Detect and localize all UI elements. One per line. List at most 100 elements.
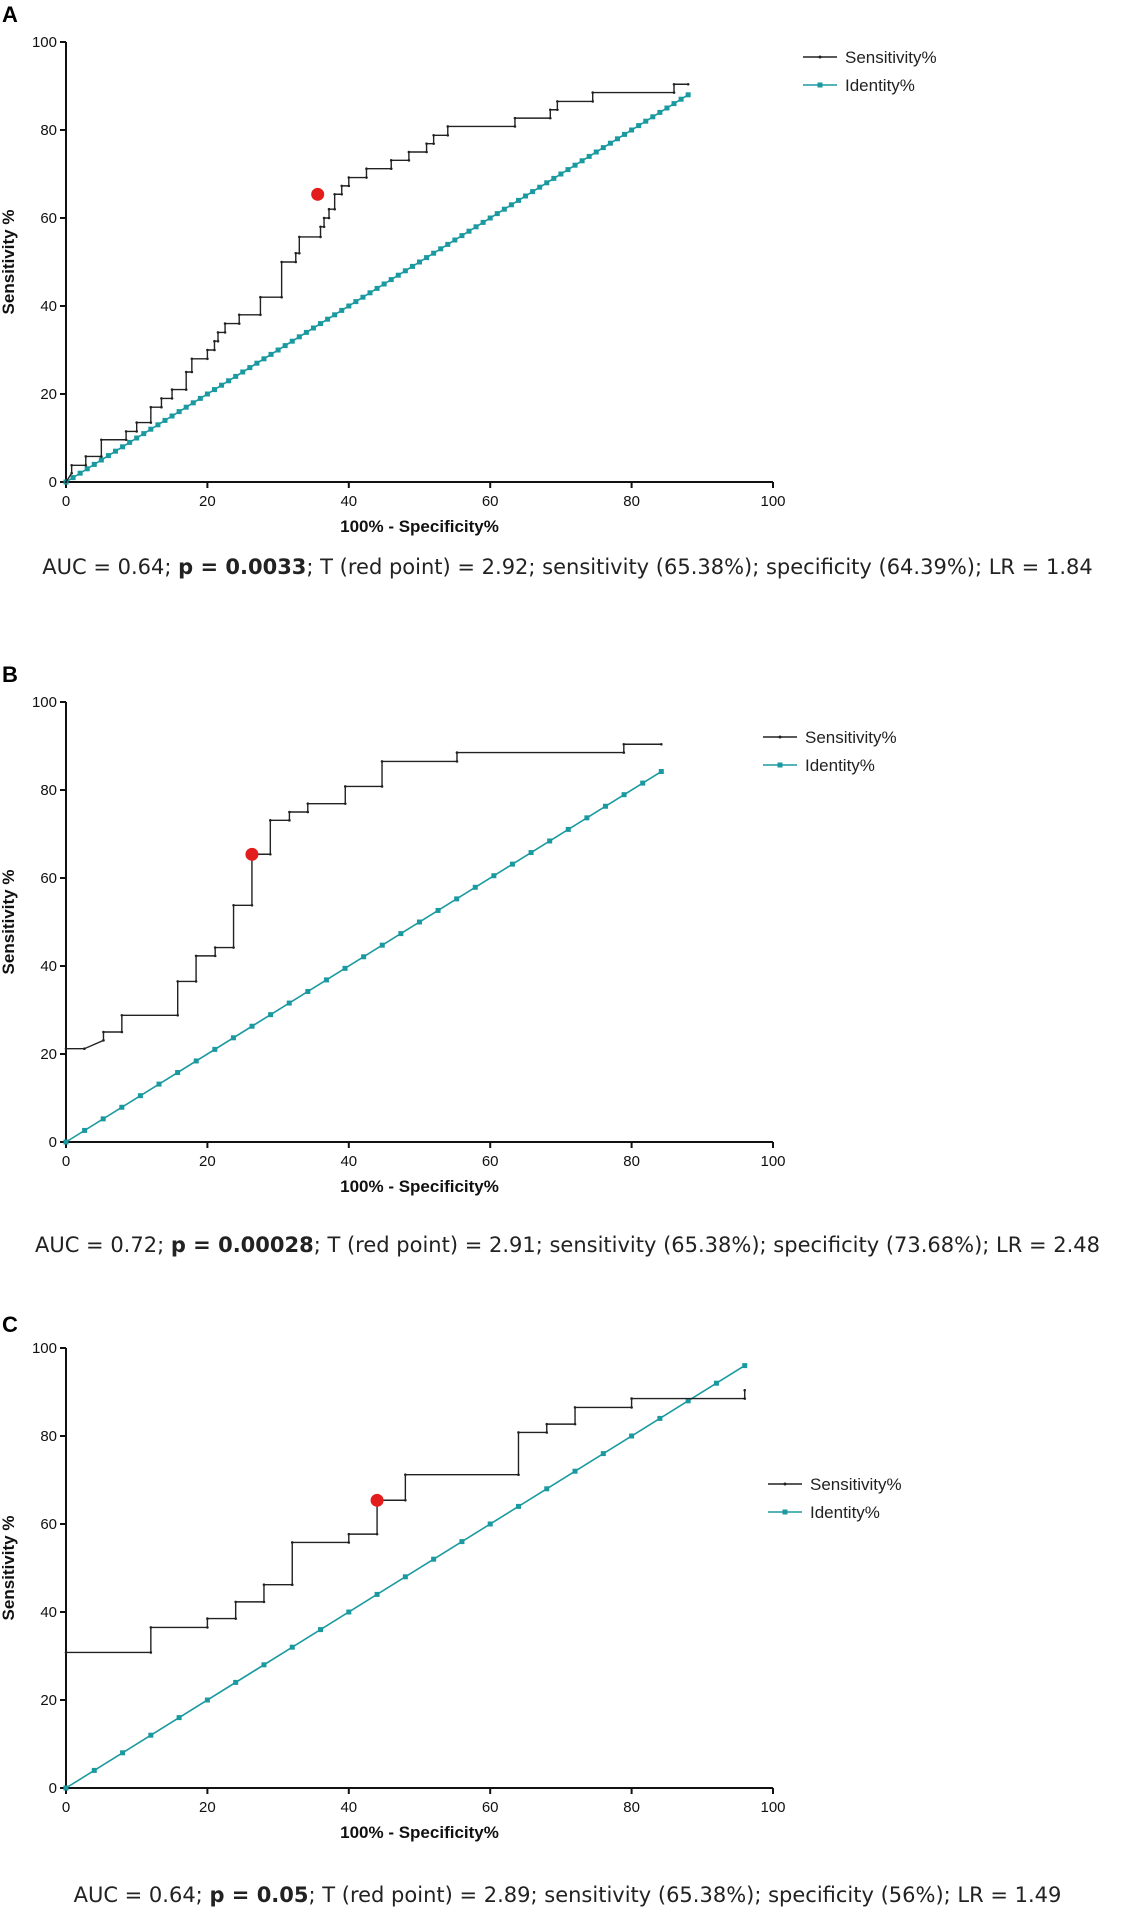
identity-point bbox=[491, 873, 497, 879]
y-tick-label: 0 bbox=[49, 1134, 57, 1151]
sensitivity-point bbox=[160, 397, 163, 400]
identity-point bbox=[685, 1398, 691, 1404]
sensitivity-point bbox=[517, 1431, 520, 1434]
sensitivity-point bbox=[194, 980, 198, 983]
sensitivity-point bbox=[120, 1030, 124, 1034]
identity-point bbox=[346, 303, 352, 309]
sensitivity-point bbox=[149, 1651, 153, 1654]
identity-point bbox=[289, 1644, 295, 1650]
sensitivity-point bbox=[319, 225, 322, 229]
sensitivity-point bbox=[333, 207, 336, 211]
x-axis-label: 100% - Specificity% bbox=[340, 1823, 499, 1842]
identity-point bbox=[197, 395, 203, 401]
identity-point bbox=[381, 281, 387, 287]
identity-point bbox=[459, 1539, 465, 1545]
identity-point bbox=[640, 780, 646, 786]
sensitivity-point bbox=[250, 903, 254, 907]
caption-b-stats: AUC = 0.72; bbox=[34, 1233, 171, 1257]
identity-point bbox=[77, 470, 83, 476]
identity-point bbox=[600, 145, 606, 151]
identity-point bbox=[586, 153, 592, 159]
identity-point bbox=[141, 431, 147, 437]
sensitivity-point bbox=[259, 313, 262, 317]
x-tick-label: 60 bbox=[482, 493, 499, 510]
identity-point bbox=[275, 347, 281, 353]
sensitivity-point bbox=[213, 339, 216, 343]
identity-point bbox=[435, 907, 441, 913]
identity-point bbox=[431, 250, 437, 256]
sensitivity-point bbox=[517, 1473, 520, 1477]
identity-point bbox=[742, 1363, 748, 1369]
identity-point bbox=[466, 228, 472, 234]
identity-point bbox=[572, 1468, 578, 1474]
sensitivity-point bbox=[407, 150, 411, 154]
sensitivity-point bbox=[322, 216, 326, 220]
sensitivity-point bbox=[237, 322, 241, 325]
identity-point bbox=[148, 1732, 154, 1738]
identity-point bbox=[607, 140, 613, 146]
sensitivity-point bbox=[64, 480, 68, 484]
y-tick-label: 40 bbox=[40, 298, 57, 315]
sensitivity-point bbox=[288, 810, 291, 814]
sensitivity-point bbox=[573, 1406, 577, 1409]
caption-c-pvalue: p = 0.05 bbox=[209, 1883, 309, 1907]
identity-point bbox=[155, 422, 161, 428]
y-tick-label: 0 bbox=[49, 1780, 57, 1797]
sensitivity-point bbox=[206, 1626, 209, 1629]
sensitivity-point bbox=[269, 852, 272, 856]
sensitivity-point bbox=[743, 1388, 747, 1392]
caption-b: AUC = 0.72; p = 0.00028; T (red point) =… bbox=[0, 1233, 1135, 1257]
sensitivity-point bbox=[432, 142, 435, 145]
identity-point bbox=[137, 1093, 143, 1099]
sensitivity-point bbox=[234, 1617, 237, 1620]
identity-point bbox=[127, 439, 133, 445]
x-tick-label: 100 bbox=[760, 493, 785, 510]
identity-point bbox=[148, 426, 154, 432]
identity-point bbox=[579, 158, 585, 164]
identity-point bbox=[501, 206, 507, 212]
identity-point bbox=[361, 954, 367, 960]
identity-point bbox=[286, 1000, 292, 1006]
sensitivity-point bbox=[290, 1583, 294, 1587]
identity-point bbox=[176, 1715, 182, 1721]
identity-point bbox=[685, 92, 691, 98]
identity-point bbox=[84, 466, 90, 472]
red-cutoff-point bbox=[311, 187, 325, 201]
sensitivity-point bbox=[290, 1541, 294, 1544]
sensitivity-point bbox=[591, 100, 595, 103]
x-tick-label: 40 bbox=[340, 493, 357, 510]
identity-point bbox=[323, 977, 329, 983]
identity-point bbox=[551, 175, 557, 181]
sensitivity-point bbox=[545, 1422, 549, 1426]
y-axis-label: Sensitivity % bbox=[0, 210, 18, 315]
sensitivity-point bbox=[347, 176, 351, 179]
sensitivity-point bbox=[365, 176, 368, 179]
identity-point bbox=[346, 1609, 352, 1615]
identity-point bbox=[332, 312, 338, 318]
identity-point bbox=[282, 343, 288, 349]
identity-point bbox=[417, 259, 422, 265]
sensitivity-point bbox=[446, 133, 450, 137]
identity-point bbox=[547, 838, 553, 844]
sensitivity-point bbox=[190, 370, 194, 374]
identity-point bbox=[629, 127, 635, 133]
caption-b-details: ; T (red point) = 2.91; sensitivity (65.… bbox=[313, 1233, 1101, 1257]
identity-point bbox=[438, 246, 444, 252]
sensitivity-point bbox=[343, 785, 347, 788]
y-tick-label: 80 bbox=[40, 782, 57, 799]
legend-identity-marker bbox=[817, 82, 823, 88]
sensitivity-point bbox=[630, 1406, 633, 1409]
sensitivity-point bbox=[659, 742, 663, 746]
sensitivity-point bbox=[237, 313, 241, 317]
identity-point bbox=[249, 1023, 255, 1029]
x-tick-label: 60 bbox=[482, 1799, 499, 1816]
sensitivity-point bbox=[556, 100, 559, 103]
sensitivity-point bbox=[340, 192, 344, 196]
sensitivity-point bbox=[102, 1030, 105, 1034]
identity-point bbox=[105, 453, 111, 459]
identity-point bbox=[558, 171, 564, 177]
identity-point bbox=[268, 351, 274, 357]
sensitivity-point bbox=[206, 357, 209, 361]
sensitivity-point bbox=[83, 1047, 86, 1051]
identity-point bbox=[100, 1116, 106, 1122]
